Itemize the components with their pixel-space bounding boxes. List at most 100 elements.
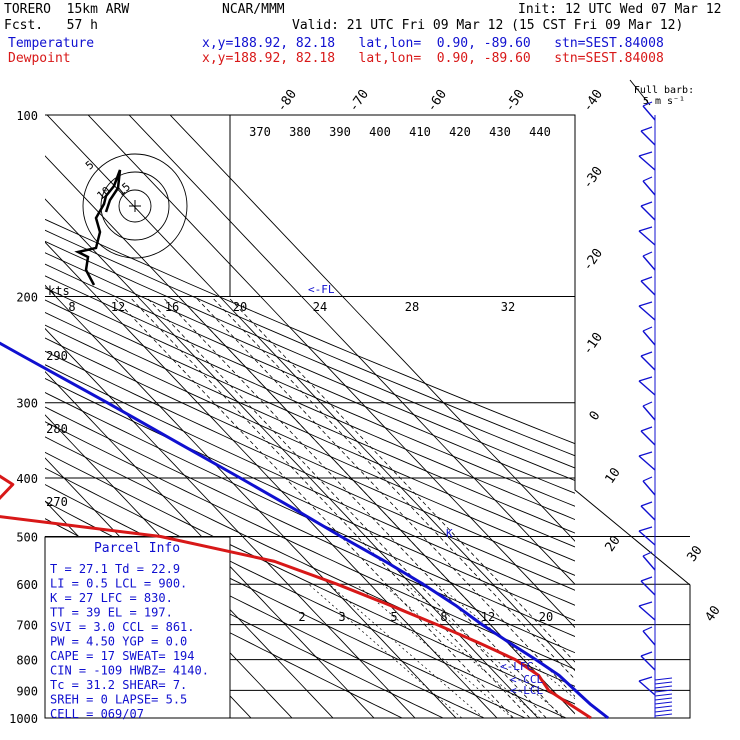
isotherm [169,115,575,542]
dewpoint-location: x,y=188.92, 82.18 lat,lon= 0.90, -89.60 … [202,51,664,66]
wind-barb [640,580,656,596]
isotherm [128,115,575,585]
level-marker: <-LCL [510,684,543,697]
wind-barb [640,280,656,296]
wind-barb-low [654,693,673,697]
temp-tick-top: -70 [346,87,372,115]
wind-barb-flag [642,251,653,257]
temp-tick-right: -20 [580,246,606,274]
mixing-ratio-label: 8 [440,610,447,624]
pressure-label: 100 [16,109,38,123]
mixing-ratio-label: 20 [539,610,553,624]
wind-barb-flag [642,551,653,557]
wind-barb-flag [642,176,653,182]
pressure-label: 500 [16,530,38,544]
theta-label-left: 270 [46,495,68,509]
wind-barb [638,605,656,621]
dry-adiabat [45,421,575,670]
wind-barb-flag [640,576,653,582]
wind-barb [642,630,656,646]
theta-label: 410 [409,125,431,139]
temp-tick-top: -60 [424,87,450,115]
isotherm [46,115,575,672]
el-marker: K [446,527,453,540]
dry-adiabat [45,252,575,481]
parcel-row: CELL = 069/07 [50,707,144,721]
wind-barb-flag [642,326,653,332]
isotherm [45,241,498,718]
wind-barb [638,530,656,546]
barb-legend-units: 5 m s⁻¹ [643,96,685,107]
wind-barb [640,130,656,146]
wind-barb-low [654,685,673,689]
wind-barb [642,405,656,421]
pressure-label: 400 [16,472,38,486]
temp-tick-right: 20 [602,533,623,554]
valid-time: Valid: 21 UTC Fri 09 Mar 12 (15 CST Fri … [292,18,684,33]
pressure-label: 700 [16,619,38,633]
theta-label: 420 [449,125,471,139]
wind-barb [642,555,656,571]
hodograph-units: kts [48,284,70,298]
dry-adiabat [45,377,575,622]
pressure-label: 300 [16,397,38,411]
wind-barb-low [654,709,673,713]
barb-legend-sample [629,79,651,106]
parcel-row: SVI = 3.0 CCL = 861. [50,620,195,634]
wind-barb-flag [640,351,653,357]
theta-label: 370 [249,125,271,139]
mixing-ratio-line [308,583,463,718]
init-time: Init: 12 UTC Wed 07 Mar 12 [518,2,722,17]
series-dewpoint [0,474,592,720]
theta-label: 440 [529,125,551,139]
forecast-hour: Fcst. 57 h [4,18,98,33]
wind-barb-flag [638,526,653,532]
temperature-legend: Temperature [8,36,95,51]
wind-barb [640,430,656,446]
dry-adiabat [45,240,575,469]
parcel-row: LI = 0.5 LCL = 900. [50,577,187,591]
theta-label: 380 [289,125,311,139]
dry-adiabat [45,263,575,494]
pressure-label: 900 [16,684,38,698]
wind-barb-flag [642,101,653,107]
wind-barb [642,180,656,196]
isotherm [45,198,539,718]
wind-barb [640,655,656,671]
mixing-ratio-label: 28 [405,300,419,314]
theta-label: 400 [369,125,391,139]
parcel-info-box: Parcel Info T = 27.1 Td = 22.9LI = 0.5 LC… [44,536,231,721]
theta-label: 430 [489,125,511,139]
parcel-box [44,536,231,719]
sounding-series [0,341,610,720]
mixing-ratio-line [405,583,566,718]
level-markers: <-FL <-LFC<-CCL<-LCL K [308,283,543,697]
mixing-ratio-label: 32 [501,300,515,314]
parcel-row: K = 27 LFC = 830. [50,591,173,605]
wind-barb [638,380,656,396]
wind-barb-low [654,705,673,709]
theta-label-left: 290 [46,349,68,363]
wind-barb-flag [640,276,653,282]
temp-tick-top: -50 [502,87,528,115]
wind-barb-low [654,677,673,681]
level-marker: <-LFC [500,660,533,673]
moist-adiabat [211,296,575,680]
wind-barb-low [654,689,673,693]
parcel-row: SREH = 0 LAPSE= 5.5 [50,693,187,707]
model-title: TORERO 15km ARW [4,2,130,17]
dry-adiabat [45,287,575,521]
wind-barb-flag [638,451,653,457]
level-marker: <-CCL [510,673,543,686]
wind-barb-flag [638,301,653,307]
dry-adiabat [45,324,575,562]
temp-tick-top: -40 [580,87,606,115]
wind-barb [640,355,656,371]
barb-legend-title: Full barb: [634,85,694,96]
pressure-label: 1000 [9,712,38,726]
pressure-label: 600 [16,578,38,592]
pressure-label: 200 [16,291,38,305]
hodograph-ring [118,189,152,223]
level-marker: <-FL [308,283,335,296]
wind-barb [642,480,656,496]
